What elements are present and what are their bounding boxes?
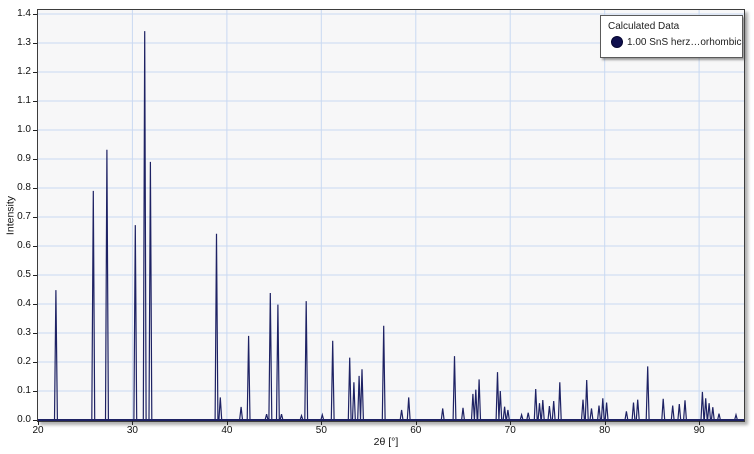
- y-tick-mark: [33, 130, 37, 131]
- y-tick-mark: [33, 159, 37, 160]
- y-tick-label: 0.7: [17, 211, 31, 222]
- x-tick-label: 80: [599, 425, 611, 436]
- y-tick-mark: [33, 420, 37, 421]
- y-tick-label: 1.4: [17, 8, 31, 19]
- x-tick-label: 20: [32, 425, 44, 436]
- y-tick-mark: [33, 391, 37, 392]
- x-axis-title: 2θ [°]: [373, 436, 399, 448]
- y-tick-label: 1.0: [17, 124, 31, 135]
- x-tick-label: 40: [221, 425, 233, 436]
- y-tick-mark: [33, 275, 37, 276]
- series-circle-icon: [611, 36, 623, 48]
- y-tick-mark: [33, 72, 37, 73]
- legend-entry-label: 1.00 SnS herz…orhombic: [627, 36, 742, 48]
- legend-entry[interactable]: 1.00 SnS herz…orhombic: [611, 36, 742, 48]
- x-tick-mark: [132, 421, 134, 425]
- y-tick-label: 0.4: [17, 298, 31, 309]
- y-tick-label: 0.0: [17, 414, 31, 425]
- y-tick-label: 0.5: [17, 269, 31, 280]
- diffraction-trace: [38, 31, 744, 421]
- y-tick-label: 1.1: [17, 95, 31, 106]
- y-tick-mark: [33, 362, 37, 363]
- y-tick-label: 0.8: [17, 182, 31, 193]
- legend: Calculated Data 1.00 SnS herz…orhombic: [600, 15, 743, 58]
- y-tick-mark: [33, 14, 37, 15]
- x-tick-label: 60: [410, 425, 422, 436]
- x-tick-mark: [510, 421, 512, 425]
- x-tick-mark: [604, 421, 606, 425]
- y-tick-mark: [33, 246, 37, 247]
- x-tick-mark: [226, 421, 228, 425]
- y-tick-label: 0.3: [17, 327, 31, 338]
- x-tick-mark: [415, 421, 417, 425]
- y-tick-mark: [33, 43, 37, 44]
- y-tick-mark: [33, 304, 37, 305]
- y-tick-mark: [33, 333, 37, 334]
- y-tick-label: 0.1: [17, 385, 31, 396]
- x-tick-mark: [699, 421, 701, 425]
- y-tick-mark: [33, 217, 37, 218]
- y-tick-label: 0.6: [17, 240, 31, 251]
- y-tick-label: 0.2: [17, 356, 31, 367]
- y-tick-mark: [33, 188, 37, 189]
- xrd-plot-canvas: [38, 10, 744, 421]
- x-tick-label: 50: [315, 425, 327, 436]
- x-tick-label: 90: [693, 425, 705, 436]
- y-tick-label: 0.9: [17, 153, 31, 164]
- x-tick-mark: [321, 421, 323, 425]
- x-tick-label: 70: [504, 425, 516, 436]
- plot-area[interactable]: [37, 9, 745, 422]
- legend-title: Calculated Data: [608, 21, 680, 32]
- y-tick-mark: [33, 101, 37, 102]
- y-tick-label: 1.2: [17, 66, 31, 77]
- x-tick-mark: [38, 421, 39, 425]
- x-tick-label: 30: [126, 425, 138, 436]
- y-tick-label: 1.3: [17, 37, 31, 48]
